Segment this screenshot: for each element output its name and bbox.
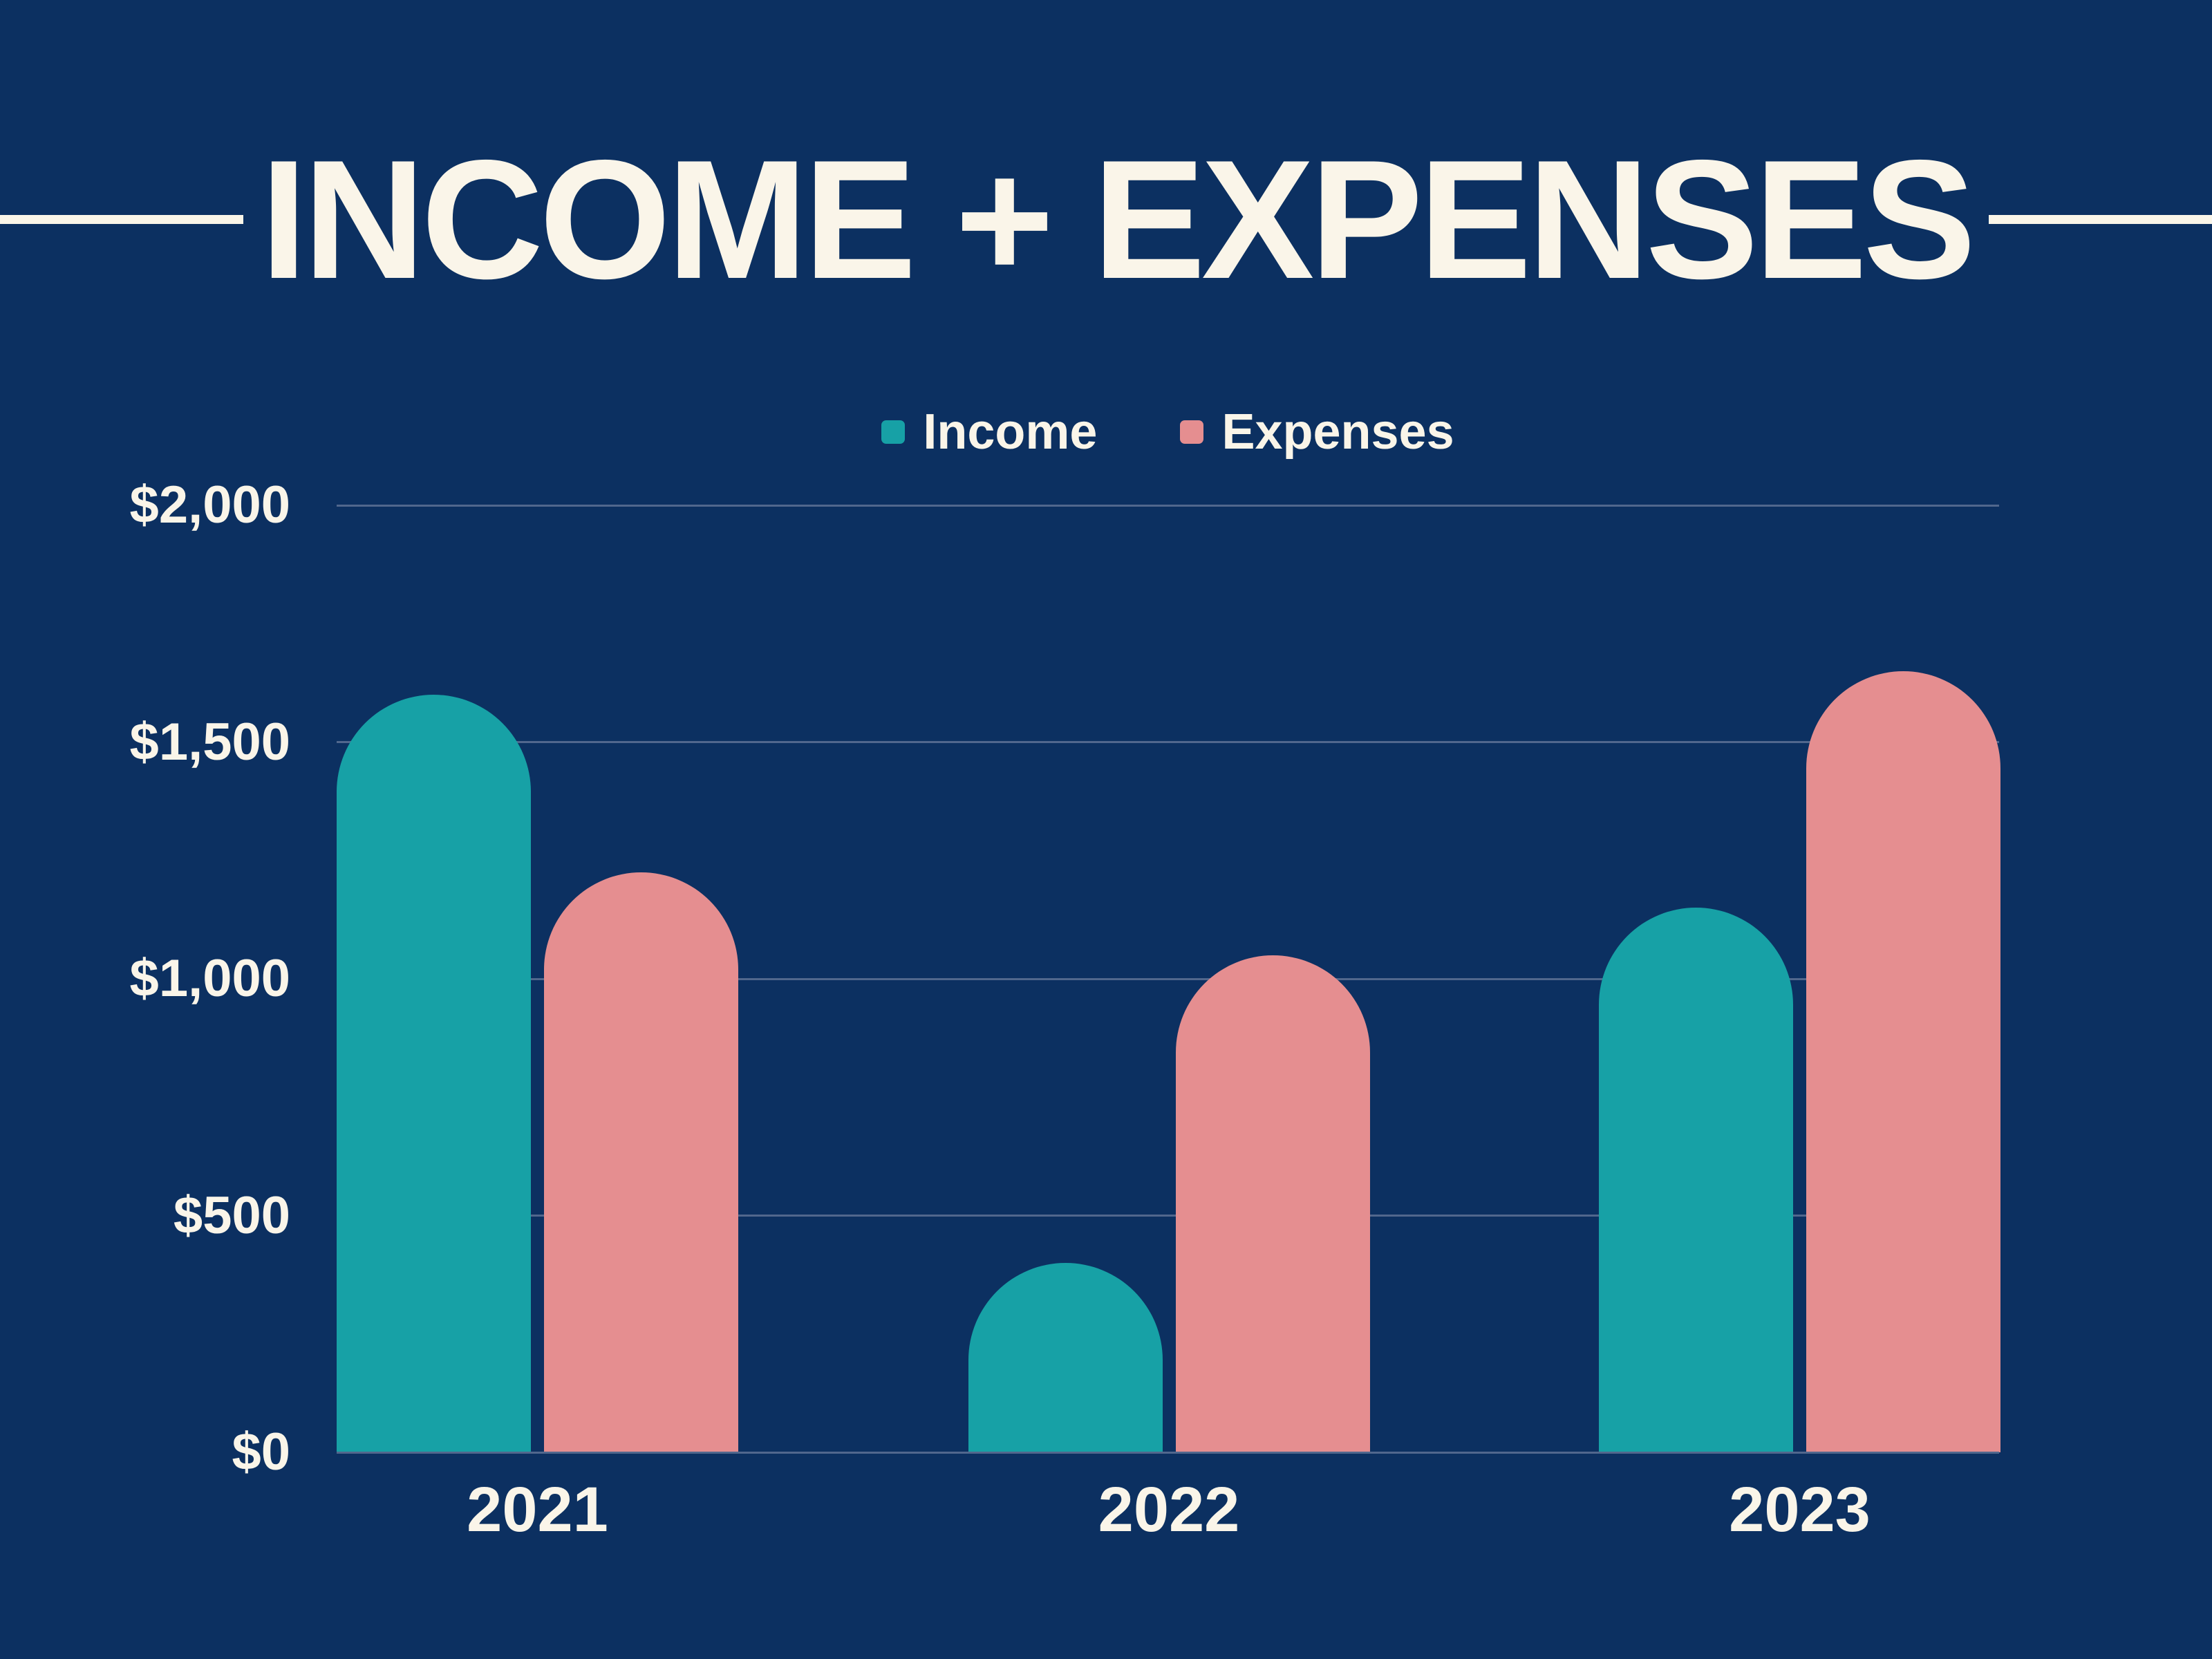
bar-income-2022 <box>968 1263 1163 1452</box>
title-rule-right <box>1989 214 2212 224</box>
y-axis-label-1500: $1,500 <box>129 712 290 771</box>
bar-expenses-2023 <box>1806 671 2000 1452</box>
page-title: INCOME + EXPENSES <box>260 124 1976 314</box>
gridline-0 <box>337 1451 1999 1454</box>
legend-item-income: Income <box>881 407 1097 457</box>
bar-expenses-2022 <box>1175 955 1370 1452</box>
legend-label-expenses: Expenses <box>1221 404 1454 460</box>
bar-income-2023 <box>1599 908 1793 1452</box>
bar-income-2021 <box>337 695 531 1452</box>
legend-swatch-expenses <box>1180 420 1204 444</box>
legend-swatch-income <box>881 420 906 444</box>
legend-item-expenses: Expenses <box>1180 407 1454 457</box>
gridline-500 <box>337 1215 1999 1217</box>
bar-expenses-2021 <box>544 872 738 1452</box>
x-axis-label-2022: 2022 <box>1098 1474 1240 1545</box>
y-axis-label-0: $0 <box>232 1423 290 1481</box>
title-row: INCOME + EXPENSES <box>0 133 2212 306</box>
legend-label-income: Income <box>923 404 1098 460</box>
chart-legend: Income Expenses <box>337 401 1999 463</box>
gridline-1000 <box>337 977 1999 980</box>
x-axis-label-2021: 2021 <box>467 1474 608 1545</box>
gridline-1500 <box>337 741 1999 743</box>
y-axis-label-2000: $2,000 <box>129 476 290 534</box>
y-axis-label-1000: $1,000 <box>129 949 290 1008</box>
x-axis-label-2023: 2023 <box>1729 1474 1871 1545</box>
y-axis-label-500: $500 <box>173 1185 290 1245</box>
gridline-2000 <box>337 504 1999 507</box>
title-rule-left <box>0 214 243 224</box>
